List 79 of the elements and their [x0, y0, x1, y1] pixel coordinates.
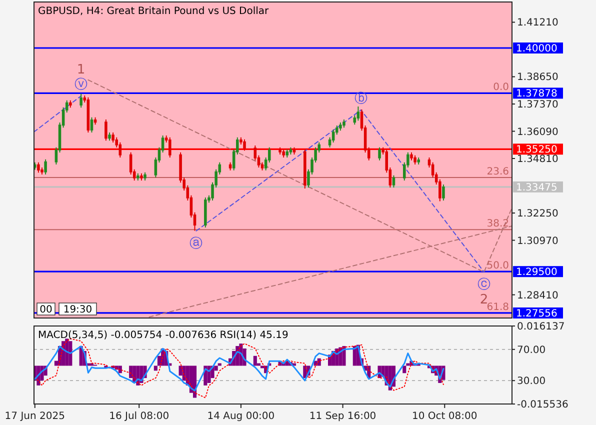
candlestick — [410, 152, 413, 161]
candlestick — [168, 136, 172, 158]
y-tick-label: 30.00 — [517, 376, 546, 388]
candlestick — [286, 148, 289, 158]
candlestick — [342, 119, 346, 128]
ref-line-label: 1.40000 — [516, 43, 558, 54]
bar — [68, 341, 72, 366]
y2-tick-label: -0.015536 — [517, 400, 568, 410]
candlestick — [104, 119, 108, 142]
y-tick-label: 1.36090 — [517, 126, 558, 138]
candlestick — [417, 156, 420, 165]
candlestick — [378, 146, 381, 161]
candlestick — [356, 106, 360, 122]
candlestick — [90, 116, 94, 134]
candlestick — [37, 162, 40, 174]
annotation: 19:30 — [63, 304, 92, 316]
line-series — [34, 338, 444, 398]
annotation: 50.0 — [486, 260, 509, 272]
x-tick-label: 10 Oct 08:00 — [412, 411, 478, 422]
chart-title: GBPUSD, H4: Great Britain Pound vs US Dollar — [38, 6, 270, 17]
candlestick — [136, 172, 140, 181]
y-tick-label: 1.38650 — [517, 72, 558, 84]
y-tick-label: 1.37370 — [517, 99, 558, 110]
annotation: 0.0 — [493, 82, 509, 94]
candlestick — [442, 184, 445, 201]
y-tick-label: 70.00 — [517, 344, 546, 356]
candlestick — [34, 162, 36, 170]
candlestick — [80, 93, 82, 108]
annotation: 00 — [40, 304, 52, 316]
ref-line-label: 1.33475 — [516, 182, 558, 194]
bar — [402, 366, 406, 374]
candlestick — [69, 100, 72, 108]
ref-line-label: 1.37878 — [516, 88, 558, 100]
candlestick — [40, 166, 44, 175]
y-tick-label: 1.41210 — [517, 18, 558, 29]
bar — [154, 366, 158, 371]
candlestick — [392, 174, 396, 188]
ref-line-label: 1.35250 — [516, 144, 558, 156]
candlestick — [414, 154, 416, 165]
candlestick — [282, 148, 285, 158]
annotation: 2 — [480, 292, 488, 308]
candlestick — [228, 162, 232, 171]
annotation: 61.8 — [486, 302, 509, 313]
candlestick — [332, 129, 335, 144]
candlestick — [44, 158, 47, 175]
annotation: 1 — [76, 62, 86, 78]
candlestick — [118, 142, 122, 158]
x-tick-label: 11 Sep 16:00 — [309, 411, 376, 422]
candlestick — [278, 146, 282, 155]
candlestick — [86, 96, 90, 134]
bar — [253, 356, 257, 366]
candlestick — [108, 132, 111, 142]
candlestick — [243, 138, 246, 152]
candlestick — [144, 172, 146, 181]
annotation: 23.6 — [486, 166, 509, 178]
y2-tick-label: 0.016137 — [517, 322, 565, 332]
y-tick-label: 1.30970 — [517, 236, 558, 247]
annotation: ⓒ — [478, 278, 491, 293]
candlestick — [112, 132, 114, 144]
candlestick — [292, 146, 296, 155]
annotation: ⓥ — [74, 77, 88, 92]
candlestick — [204, 196, 207, 228]
annotation: ⓑ — [354, 92, 368, 107]
annotation: ⓐ — [190, 236, 203, 252]
x-tick-label: 14 Aug 00:00 — [207, 411, 275, 422]
x-tick-label: 16 Jul 08:00 — [109, 411, 170, 422]
ref-line-label: 1.27556 — [516, 308, 558, 320]
ref-line-label: 1.29500 — [516, 267, 558, 278]
y-tick-label: 1.28410 — [517, 290, 558, 302]
line-series — [34, 346, 444, 392]
candlestick — [140, 172, 143, 181]
candlestick — [339, 122, 342, 132]
y-tick-label: 1.34810 — [517, 154, 558, 166]
x-tick-label: 17 Jun 2025 — [4, 411, 65, 422]
candlestick — [94, 116, 97, 126]
candlestick — [304, 148, 306, 190]
candlestick — [289, 146, 292, 155]
chart-title: MACD(5,34,5) -0.005754 -0.007636 RSI(14) 45.19 — [38, 330, 288, 341]
y-tick-label: 1.32250 — [517, 208, 558, 220]
